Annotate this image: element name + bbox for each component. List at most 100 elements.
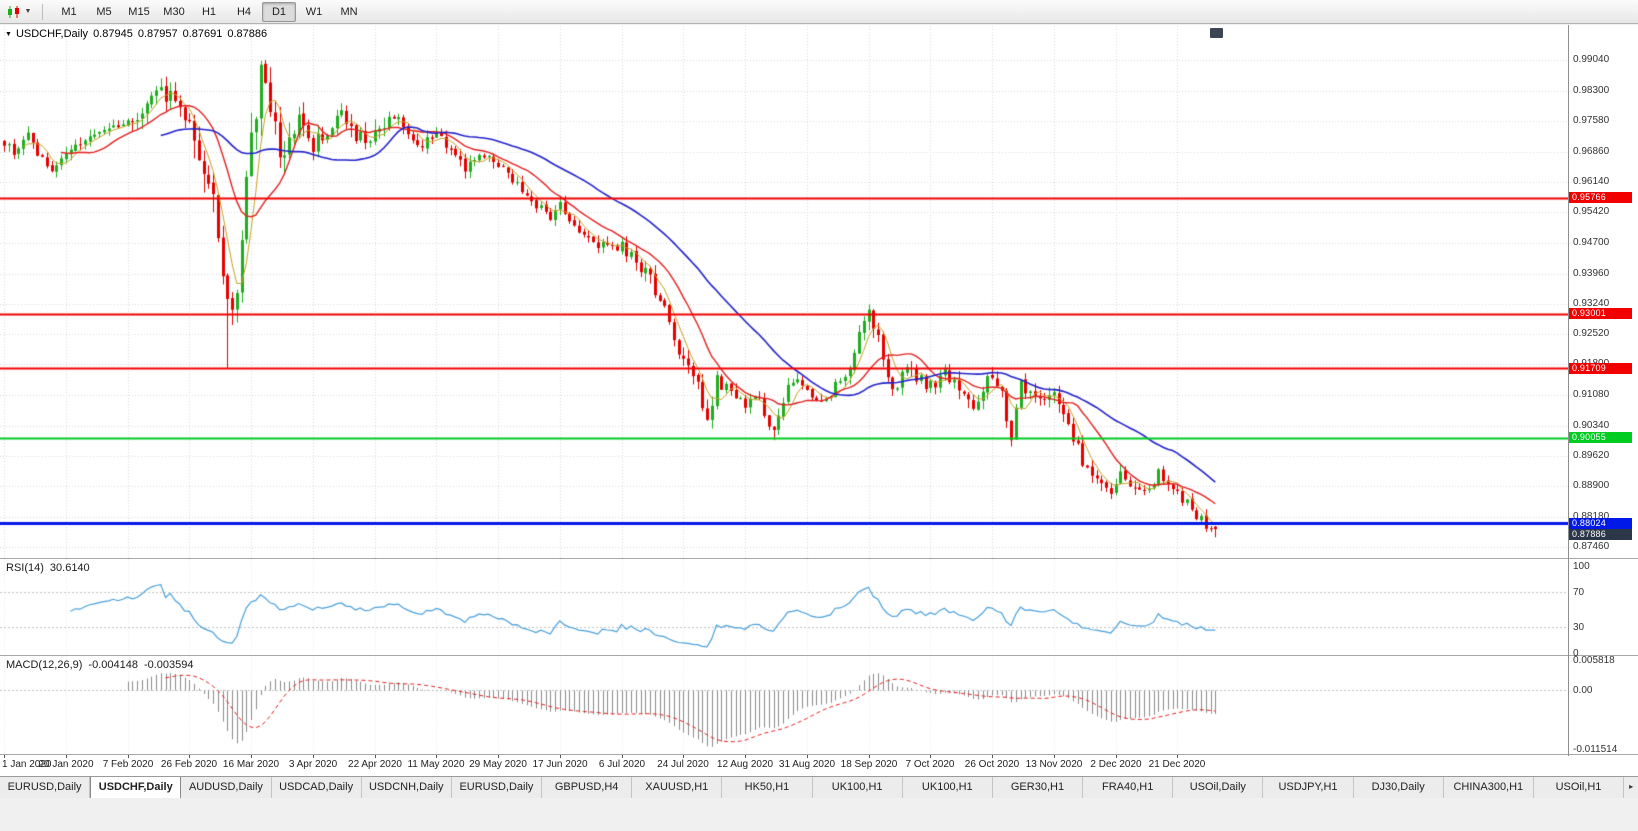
- hline-price-tag: 0.88024: [1569, 518, 1632, 529]
- date-axis-label: 13 Nov 2020: [1025, 759, 1083, 770]
- macd-signal-value: -0.003594: [143, 659, 194, 671]
- price-axis-border: [1568, 25, 1569, 756]
- time-axis-tick: [930, 755, 931, 758]
- time-axis-tick: [1116, 755, 1117, 758]
- rsi-name: RSI(14): [6, 562, 44, 574]
- time-axis-separator: [0, 754, 1638, 755]
- chart-tab-USDCHF-Daily[interactable]: USDCHF,Daily: [90, 777, 182, 798]
- chart-tabs-bar: EURUSD,Daily USDCHF,Daily AUDUSD,Daily USDC…: [0, 776, 1638, 798]
- chart-tab-UK100-H1[interactable]: UK100,H1: [813, 777, 903, 798]
- timeframe-button-D1[interactable]: D1: [262, 1, 296, 22]
- date-axis-label: 17 Jun 2020: [532, 759, 588, 770]
- timeframe-button-MN[interactable]: MN: [340, 5, 358, 18]
- chart-type-dropdown-icon[interactable]: ▼: [24, 8, 32, 15]
- chart-tab-GBPUSD-H4[interactable]: GBPUSD,H4: [542, 777, 633, 798]
- date-axis-label: 3 Apr 2020: [288, 759, 338, 770]
- price-chart-canvas[interactable]: [0, 26, 1568, 558]
- chart-tab-USDCNH-Daily[interactable]: USDCNH,Daily: [362, 777, 452, 798]
- chart-tab-AUDUSD-Daily[interactable]: AUDUSD,Daily: [181, 777, 272, 798]
- ohlc-high: 0.87957: [137, 28, 178, 40]
- macd-axis-label: 0.005818: [1573, 655, 1615, 666]
- rsi-axis-label: 0: [1573, 648, 1579, 659]
- chart-tab-USDJPY-H1[interactable]: USDJPY,H1: [1263, 777, 1354, 798]
- chart-tab-HK50-H1[interactable]: HK50,H1: [722, 777, 813, 798]
- time-axis-tick: [189, 755, 190, 758]
- price-axis-label: 0.96140: [1573, 176, 1610, 187]
- price-axis-label: 0.92520: [1573, 328, 1610, 339]
- price-axis-label: 0.93960: [1573, 268, 1610, 279]
- rsi-axis-label: 100: [1573, 561, 1590, 572]
- candlestick-chart-icon[interactable]: [5, 3, 23, 21]
- price-axis-label: 0.99040: [1573, 54, 1610, 65]
- time-axis-tick: [498, 755, 499, 758]
- time-axis-tick: [992, 755, 993, 758]
- chart-corner-icon[interactable]: [1210, 28, 1223, 38]
- rsi-label: RSI(14) 30.6140: [6, 562, 90, 574]
- hline-price-tag: 0.90055: [1569, 432, 1632, 443]
- date-axis-label: 24 Jul 2020: [657, 759, 709, 770]
- date-axis-label: 20 Jan 2020: [38, 759, 94, 770]
- timeframe-button-H1[interactable]: H1: [201, 5, 217, 18]
- current-price-tag: 0.87886: [1569, 529, 1632, 540]
- date-axis-label: 22 Apr 2020: [348, 759, 402, 770]
- macd-axis-label: -0.011514: [1573, 744, 1618, 755]
- timeframe-button-M5[interactable]: M5: [96, 5, 112, 18]
- chart-tab-USOil-Daily[interactable]: USOil,Daily: [1173, 777, 1264, 798]
- date-axis-label: 29 May 2020: [469, 759, 527, 770]
- rsi-axis-label: 70: [1573, 587, 1585, 598]
- chart-tab-EURUSD-Daily[interactable]: EURUSD,Daily: [0, 777, 91, 798]
- date-axis-label: 7 Feb 2020: [102, 759, 154, 770]
- ohlc-close: 0.87886: [227, 28, 268, 40]
- time-axis-tick: [128, 755, 129, 758]
- price-axis-label: 0.94700: [1573, 237, 1610, 248]
- chart-tab-CHINA300-H1[interactable]: CHINA300,H1: [1444, 777, 1534, 798]
- ohlc-open: 0.87945: [93, 28, 133, 40]
- macd-panel-separator[interactable]: [0, 655, 1638, 656]
- chart-tab-EURUSD-Daily[interactable]: EURUSD,Daily: [452, 777, 543, 798]
- rsi-axis-label: 30: [1573, 622, 1585, 633]
- ohlc-low: 0.87691: [182, 28, 223, 40]
- time-axis-tick: [560, 755, 561, 758]
- timeframe-button-M30[interactable]: M30: [163, 5, 185, 18]
- price-axis-label: 0.97580: [1573, 115, 1610, 126]
- price-axis-label: 0.89620: [1573, 450, 1610, 461]
- chart-tab-GER30-H1[interactable]: GER30,H1: [993, 777, 1084, 798]
- timeframe-button-M15[interactable]: M15: [128, 5, 150, 18]
- price-axis-label: 0.96860: [1573, 146, 1610, 157]
- date-axis-label: 16 Mar 2020: [222, 759, 280, 770]
- time-axis-tick: [4, 755, 5, 758]
- rsi-panel-separator[interactable]: [0, 558, 1638, 559]
- chart-collapse-icon[interactable]: ▼: [5, 30, 12, 38]
- price-axis-label: 0.91080: [1573, 389, 1610, 400]
- date-axis-label: 18 Sep 2020: [840, 759, 898, 770]
- price-axis-label: 0.93240: [1573, 298, 1610, 309]
- chart-tab-UK100-H1[interactable]: UK100,H1: [903, 777, 993, 798]
- timeframe-button-M1[interactable]: M1: [61, 5, 77, 18]
- time-axis-tick: [436, 755, 437, 758]
- macd-label: MACD(12,26,9) -0.004148 -0.003594: [6, 659, 194, 671]
- macd-panel-canvas[interactable]: [0, 656, 1568, 754]
- timeframe-button-W1[interactable]: W1: [305, 5, 323, 18]
- time-axis-tick: [683, 755, 684, 758]
- date-axis-label: 2 Dec 2020: [1090, 759, 1142, 770]
- date-axis-label: 21 Dec 2020: [1148, 759, 1206, 770]
- timeframe-button-H4[interactable]: H4: [236, 5, 252, 18]
- chart-tab-USOil-H1[interactable]: USOil,H1: [1534, 777, 1625, 798]
- price-axis-label: 0.90340: [1573, 420, 1610, 431]
- time-axis-tick: [313, 755, 314, 758]
- chart-tab-DJ30-Daily[interactable]: DJ30,Daily: [1354, 777, 1444, 798]
- date-axis-label: 26 Oct 2020: [964, 759, 1020, 770]
- rsi-panel-canvas[interactable]: [0, 559, 1568, 655]
- price-axis-label: 0.95420: [1573, 206, 1610, 217]
- chart-tab-FRA40-H1[interactable]: FRA40,H1: [1083, 777, 1174, 798]
- price-axis-label: 0.88180: [1573, 511, 1610, 522]
- chart-tab-XAUUSD-H1[interactable]: XAUUSD,H1: [632, 777, 723, 798]
- time-axis-tick: [807, 755, 808, 758]
- time-axis-tick: [66, 755, 67, 758]
- macd-main-value: -0.004148: [88, 659, 138, 671]
- date-axis-label: 1 Jan 2020: [2, 759, 52, 770]
- chart-tab-USDCAD-Daily[interactable]: USDCAD,Daily: [272, 777, 362, 798]
- tab-scroll-icon[interactable]: ▸: [1629, 782, 1634, 791]
- time-axis-tick: [375, 755, 376, 758]
- hline-price-tag: 0.93001: [1569, 308, 1632, 319]
